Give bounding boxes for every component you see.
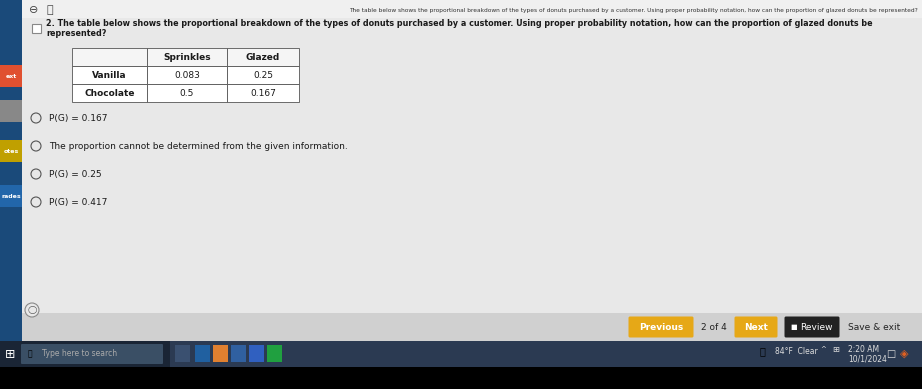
Text: 2 of 4: 2 of 4 xyxy=(701,322,727,331)
FancyBboxPatch shape xyxy=(21,344,163,364)
FancyBboxPatch shape xyxy=(629,317,693,338)
Text: Save & exit: Save & exit xyxy=(848,322,900,331)
FancyBboxPatch shape xyxy=(735,317,777,338)
Text: The proportion cannot be determined from the given information.: The proportion cannot be determined from… xyxy=(49,142,348,151)
Text: 2:20 AM: 2:20 AM xyxy=(848,345,879,354)
Text: Sprinkles: Sprinkles xyxy=(163,53,211,61)
Text: Next: Next xyxy=(744,322,768,331)
FancyBboxPatch shape xyxy=(227,48,299,66)
Text: rades: rades xyxy=(1,193,21,198)
Text: 🌙: 🌙 xyxy=(760,346,766,356)
FancyBboxPatch shape xyxy=(0,65,22,87)
Text: 0.167: 0.167 xyxy=(250,89,276,98)
Text: P(G) = 0.25: P(G) = 0.25 xyxy=(49,170,101,179)
FancyBboxPatch shape xyxy=(249,345,264,362)
Text: otes: otes xyxy=(4,149,18,154)
Circle shape xyxy=(25,303,39,317)
Text: 10/1/2024: 10/1/2024 xyxy=(848,354,887,363)
Text: P(G) = 0.417: P(G) = 0.417 xyxy=(49,198,107,207)
FancyBboxPatch shape xyxy=(72,66,147,84)
Text: 0.083: 0.083 xyxy=(174,70,200,79)
Text: ^: ^ xyxy=(820,346,826,352)
Circle shape xyxy=(31,113,41,123)
Text: Glazed: Glazed xyxy=(246,53,280,61)
FancyBboxPatch shape xyxy=(147,84,227,102)
Text: Review: Review xyxy=(799,322,833,331)
FancyBboxPatch shape xyxy=(22,0,922,18)
Text: 🔍: 🔍 xyxy=(28,349,32,359)
Circle shape xyxy=(31,141,41,151)
FancyBboxPatch shape xyxy=(213,345,228,362)
FancyBboxPatch shape xyxy=(175,345,190,362)
Text: Previous: Previous xyxy=(639,322,683,331)
FancyBboxPatch shape xyxy=(0,185,22,207)
Text: 2. The table below shows the proportional breakdown of the types of donuts purch: 2. The table below shows the proportiona… xyxy=(46,19,872,38)
FancyBboxPatch shape xyxy=(147,66,227,84)
FancyBboxPatch shape xyxy=(72,84,147,102)
Text: ⊖: ⊖ xyxy=(30,5,39,15)
Text: Type here to search: Type here to search xyxy=(42,349,117,359)
Text: ⊞: ⊞ xyxy=(832,345,839,354)
Circle shape xyxy=(31,197,41,207)
Text: ⊞: ⊞ xyxy=(5,347,16,361)
Text: Chocolate: Chocolate xyxy=(84,89,135,98)
FancyBboxPatch shape xyxy=(22,18,922,313)
FancyBboxPatch shape xyxy=(170,341,922,367)
FancyBboxPatch shape xyxy=(195,345,210,362)
Text: The table below shows the proportional breakdown of the types of donuts purchase: The table below shows the proportional b… xyxy=(349,7,918,12)
Text: ext: ext xyxy=(6,74,17,79)
FancyBboxPatch shape xyxy=(0,100,22,122)
Text: P(G) = 0.167: P(G) = 0.167 xyxy=(49,114,108,123)
Text: ◈: ◈ xyxy=(900,349,908,359)
FancyBboxPatch shape xyxy=(22,313,922,341)
FancyBboxPatch shape xyxy=(72,48,147,66)
Text: ◯: ◯ xyxy=(28,305,37,314)
Text: 84°F  Clear: 84°F Clear xyxy=(775,347,818,356)
Circle shape xyxy=(31,169,41,179)
FancyBboxPatch shape xyxy=(227,84,299,102)
FancyBboxPatch shape xyxy=(0,0,22,355)
FancyBboxPatch shape xyxy=(0,367,922,389)
FancyBboxPatch shape xyxy=(785,317,840,338)
FancyBboxPatch shape xyxy=(267,345,282,362)
Text: 0.5: 0.5 xyxy=(180,89,195,98)
Text: □: □ xyxy=(886,349,895,359)
FancyBboxPatch shape xyxy=(227,66,299,84)
Text: ⓘ: ⓘ xyxy=(47,5,53,15)
Text: Vanilla: Vanilla xyxy=(92,70,127,79)
FancyBboxPatch shape xyxy=(32,24,41,33)
FancyBboxPatch shape xyxy=(0,341,170,367)
Text: 0.25: 0.25 xyxy=(253,70,273,79)
FancyBboxPatch shape xyxy=(231,345,246,362)
FancyBboxPatch shape xyxy=(0,140,22,162)
Text: ■: ■ xyxy=(791,324,798,330)
FancyBboxPatch shape xyxy=(147,48,227,66)
